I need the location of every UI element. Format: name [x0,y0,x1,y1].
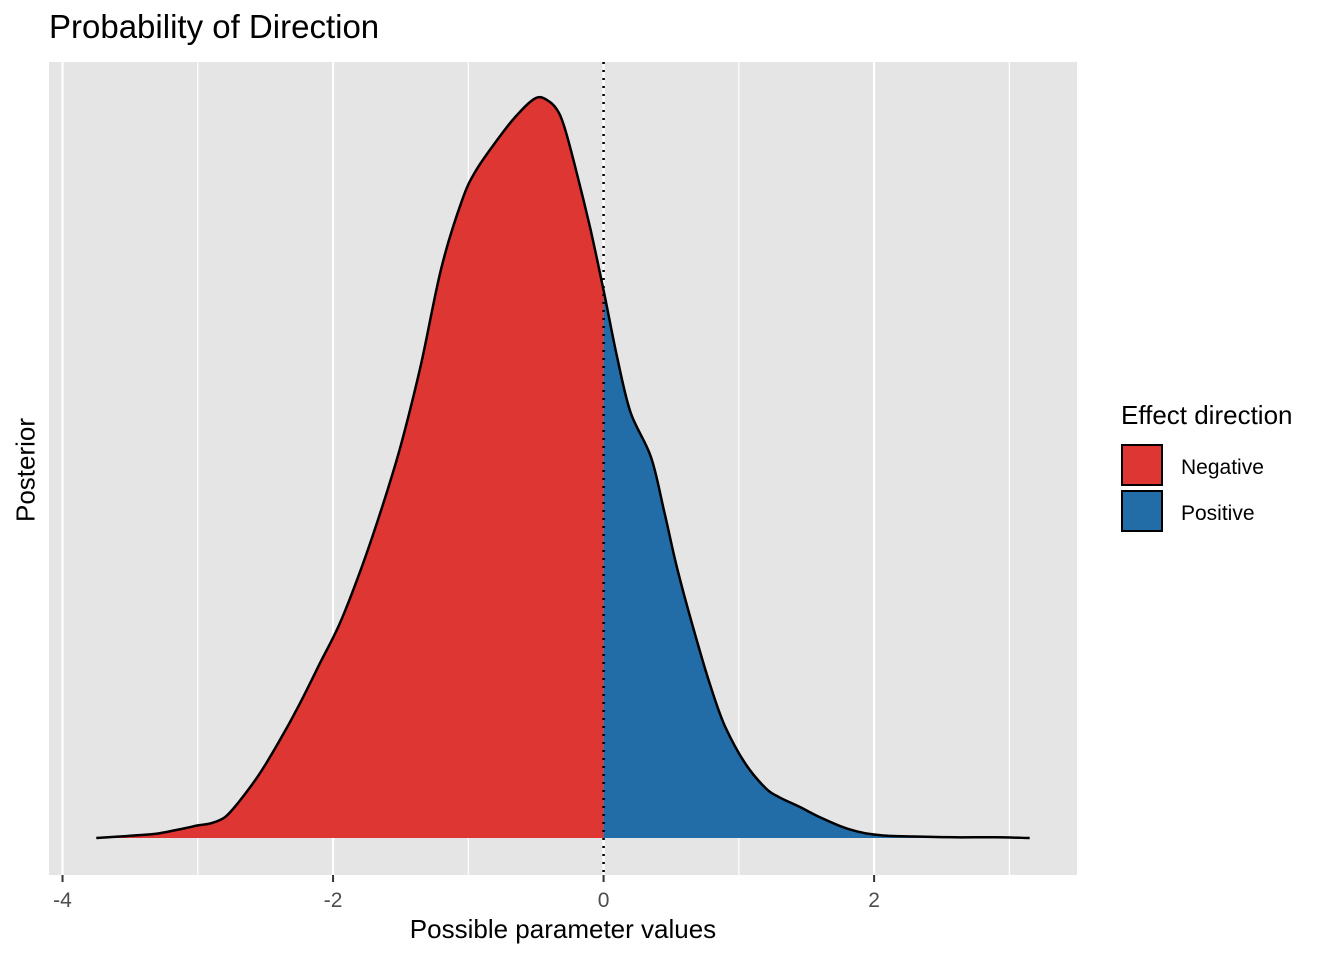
x-tick-label: 2 [868,889,880,912]
legend-key-positive [1121,490,1163,532]
negative-area [96,97,604,838]
legend-label-positive: Positive [1181,502,1255,525]
legend-label-negative: Negative [1181,456,1264,479]
x-tick-label: -4 [53,889,72,912]
x-axis: -4 -2 0 2 [53,875,880,912]
x-tick-label: 0 [598,889,610,912]
chart-title: Probability of Direction [49,8,380,45]
y-axis-label: Posterior [10,417,41,523]
positive-area [603,290,1030,838]
density-curve [96,95,1030,840]
x-tick-label: -2 [324,889,343,912]
x-axis-label: Possible parameter values [409,914,717,944]
legend-title: Effect direction [1121,400,1293,430]
legend-key-negative [1121,444,1163,486]
